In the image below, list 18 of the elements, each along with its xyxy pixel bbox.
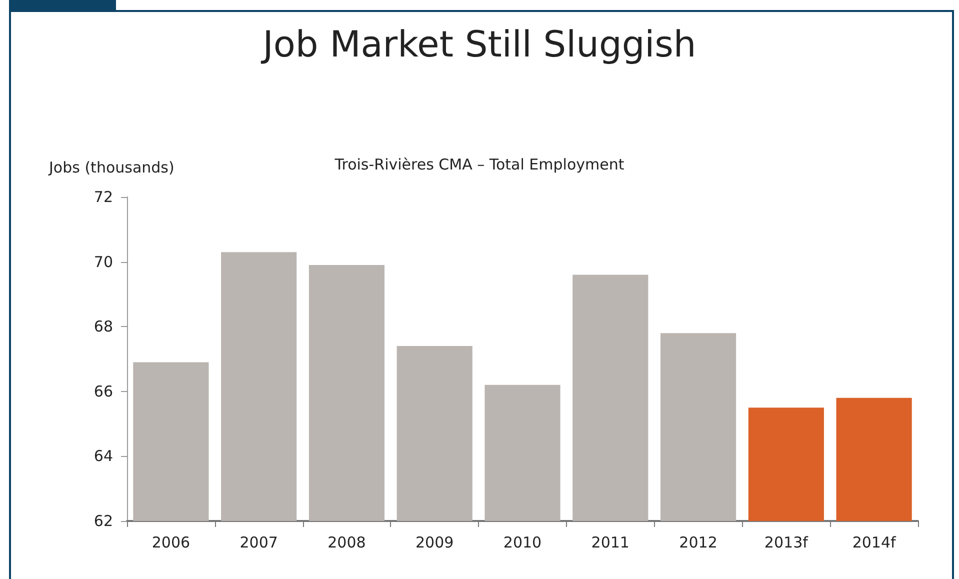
x-tick-label: 2010: [503, 534, 542, 552]
x-tick-label: 2007: [240, 534, 278, 552]
x-tick-label: 2006: [152, 534, 190, 552]
x-tick-label: 2008: [328, 534, 366, 552]
y-tick-label: 62: [94, 512, 113, 530]
y-tick-label: 68: [94, 318, 113, 336]
x-tick-label: 2012: [679, 534, 718, 552]
x-tick-label: 2014f: [852, 534, 896, 552]
x-tick-label: 2011: [591, 534, 630, 552]
y-tick-label: 64: [94, 447, 113, 466]
y-tick-label: 72: [94, 188, 113, 206]
x-tick-label: 2013f: [764, 534, 809, 552]
chart-subtitle: Trois-Rivières CMA – Total Employment: [334, 156, 624, 174]
y-tick-label: 70: [94, 252, 113, 271]
y-axis-title: Jobs (thousands): [48, 158, 174, 176]
y-tick-label: 66: [94, 382, 113, 400]
x-tick-label: 2009: [416, 534, 454, 552]
chart-title: Job Market Still Sluggish: [260, 24, 696, 66]
